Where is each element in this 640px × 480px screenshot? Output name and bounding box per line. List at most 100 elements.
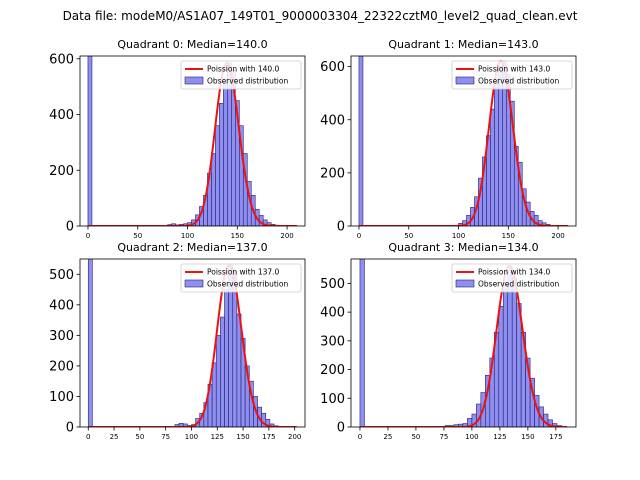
histogram-bar xyxy=(494,82,499,226)
x-tick-label: 100 xyxy=(181,232,194,240)
y-tick-label: 0 xyxy=(337,421,345,436)
quadrant-0-chart: 0 200 400 600 0 50 100 150 200 Quadrant 0: Median… xyxy=(49,38,306,240)
axes-frame xyxy=(350,55,577,227)
histogram-bar xyxy=(211,153,216,226)
legend-line-label: Poission with 140.0 xyxy=(207,65,280,74)
x-tick-label: 0 xyxy=(86,433,90,441)
suptitle: Data file: modeM0/AS1A07_149T01_90000033… xyxy=(63,9,578,23)
legend-box xyxy=(180,60,302,90)
x-tick-label: 125 xyxy=(211,433,224,441)
legend-box xyxy=(180,263,302,293)
legend-bar-label: Observed distribution xyxy=(478,280,559,289)
x-tick-label: 125 xyxy=(493,433,506,441)
quadrant-2-chart: 0 100 200 300 400 500 0 25 50 75 100 125 150 175 200 Qu… xyxy=(49,241,306,441)
x-tick-label: 0 xyxy=(358,433,362,441)
legend-bar-label: Observed distribution xyxy=(478,77,559,86)
x-tick-label: 150 xyxy=(236,433,249,441)
histogram-bar xyxy=(211,362,217,427)
y-tick-label: 400 xyxy=(320,113,345,128)
y-tick-label: 600 xyxy=(49,52,74,67)
legend-bar-label: Observed distribution xyxy=(207,77,288,86)
x-tick-label: 75 xyxy=(161,433,170,441)
axes-frame xyxy=(350,258,577,428)
histogram-bar xyxy=(511,277,517,427)
x-tick-label: 25 xyxy=(110,433,119,441)
x-tick-label: 75 xyxy=(439,433,448,441)
histogram-bar-zero xyxy=(358,56,364,226)
legend-bar-swatch xyxy=(184,279,204,288)
x-tick-label: 200 xyxy=(551,232,564,240)
x-tick-label: 0 xyxy=(357,232,361,240)
histogram-bar xyxy=(236,313,242,427)
histogram-bar-zero xyxy=(359,259,365,427)
histogram-bar xyxy=(498,66,503,226)
y-tick-label: 300 xyxy=(320,334,345,349)
histogram-bar xyxy=(220,316,225,427)
x-tick-label: 50 xyxy=(411,433,420,441)
x-tick-label: 50 xyxy=(404,232,413,240)
legend-line-label: Poission with 134.0 xyxy=(478,268,551,277)
x-tick-label: 0 xyxy=(86,232,90,240)
y-tick-label: 0 xyxy=(66,421,74,436)
y-tick-label: 200 xyxy=(320,363,345,378)
x-tick-label: 200 xyxy=(280,232,293,240)
legend-bar-swatch xyxy=(455,76,475,85)
legend-bar-swatch xyxy=(184,76,204,85)
y-tick-label: 400 xyxy=(320,306,345,321)
x-tick-label: 175 xyxy=(549,433,562,441)
x-tick-label: 100 xyxy=(465,433,478,441)
legend-line-label: Poission with 137.0 xyxy=(207,268,280,277)
poisson-curve xyxy=(358,60,569,226)
x-tick-label: 50 xyxy=(133,232,142,240)
x-tick-label: 175 xyxy=(262,433,275,441)
histogram-bar-zero xyxy=(87,259,93,427)
histogram-bar-zero xyxy=(87,56,93,226)
plot-area xyxy=(358,56,569,226)
panel-title: Quadrant 3: Median=134.0 xyxy=(388,241,538,254)
y-tick-label: 100 xyxy=(320,392,345,407)
quadrant-1-chart: 0 200 400 600 0 50 100 150 200 Quadrant 1: Median… xyxy=(320,38,577,240)
x-tick-label: 100 xyxy=(185,433,198,441)
legend-box xyxy=(451,60,573,90)
legend-bar-swatch xyxy=(455,279,475,288)
axes-frame xyxy=(79,258,306,428)
legend-bar-label: Observed distribution xyxy=(207,280,288,289)
histogram-bar xyxy=(215,335,221,427)
x-tick-label: 150 xyxy=(502,232,515,240)
y-tick-label: 200 xyxy=(320,166,345,181)
legend-box xyxy=(451,263,573,293)
histogram-bar xyxy=(215,125,220,226)
histogram-bar xyxy=(223,80,228,226)
histogram-bar xyxy=(219,103,224,226)
plot-area xyxy=(87,56,298,226)
histogram-bar xyxy=(516,303,522,427)
x-tick-label: 50 xyxy=(135,433,144,441)
y-tick-label: 0 xyxy=(66,220,74,235)
y-tick-label: 600 xyxy=(320,60,345,75)
quadrant-3-chart: 0 100 200 300 400 500 0 25 50 75 100 125 150 175 Quadr… xyxy=(320,241,577,441)
y-tick-label: 500 xyxy=(320,277,345,292)
x-tick-label: 150 xyxy=(231,232,244,240)
x-tick-label: 25 xyxy=(383,433,392,441)
y-tick-label: 200 xyxy=(49,359,74,374)
histogram-bar xyxy=(502,283,509,427)
y-tick-label: 100 xyxy=(49,390,74,405)
histogram-bar xyxy=(490,108,495,226)
legend-line-label: Poission with 143.0 xyxy=(478,65,551,74)
y-tick-label: 400 xyxy=(49,298,74,313)
x-tick-label: 100 xyxy=(452,232,465,240)
axes-frame xyxy=(79,55,306,227)
x-tick-label: 200 xyxy=(288,433,301,441)
y-tick-label: 300 xyxy=(49,329,74,344)
y-tick-label: 500 xyxy=(49,268,74,283)
y-tick-label: 200 xyxy=(49,164,74,179)
histogram-bar xyxy=(265,419,271,427)
histogram-bar xyxy=(498,306,504,427)
panel-title: Quadrant 2: Median=137.0 xyxy=(117,241,267,254)
panel-title: Quadrant 1: Median=143.0 xyxy=(388,38,538,51)
panel-title: Quadrant 0: Median=140.0 xyxy=(117,38,267,51)
y-tick-label: 0 xyxy=(337,220,345,235)
x-tick-label: 150 xyxy=(521,433,534,441)
histogram-bar xyxy=(224,289,229,427)
